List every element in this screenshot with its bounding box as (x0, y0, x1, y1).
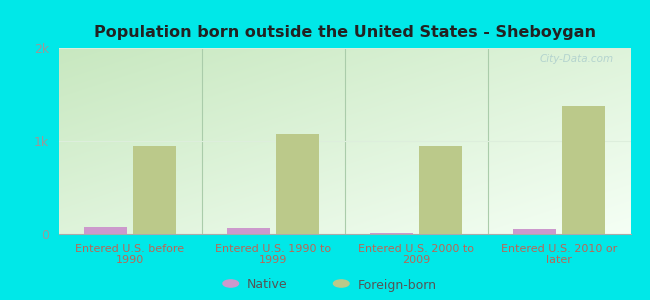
Bar (227, 228, 270, 234)
Bar (419, 146, 462, 234)
Text: City-Data.com: City-Data.com (540, 54, 614, 64)
Bar (562, 106, 605, 234)
Title: Population born outside the United States - Sheboygan: Population born outside the United State… (94, 25, 595, 40)
Bar (276, 134, 318, 234)
Bar (370, 232, 413, 234)
Bar (514, 229, 556, 234)
Text: Native: Native (247, 278, 287, 292)
Bar (84, 226, 127, 234)
Bar (133, 146, 176, 234)
Text: Foreign-born: Foreign-born (358, 278, 437, 292)
